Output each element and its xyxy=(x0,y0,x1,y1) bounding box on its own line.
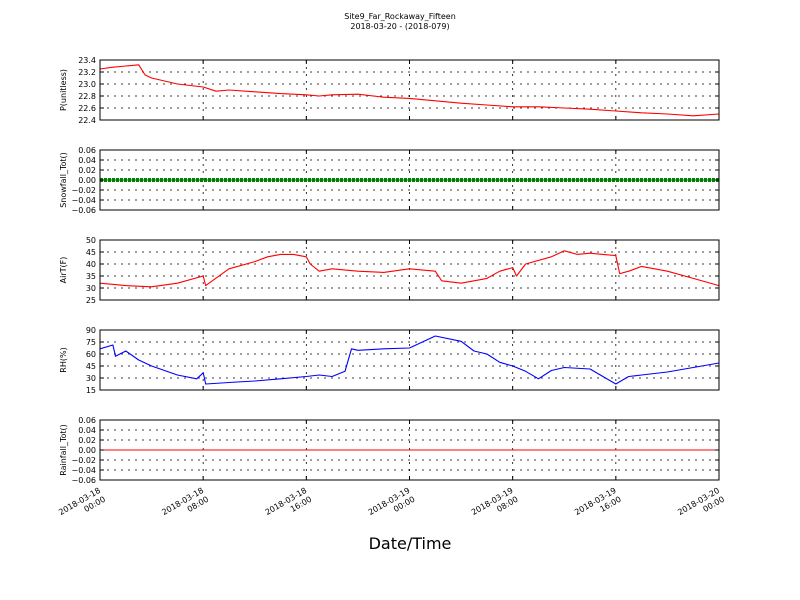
x-tick-label: 2018-03-1808:00 xyxy=(160,486,210,526)
panel3-ytick-label: 45 xyxy=(86,248,96,257)
panel1-series-line xyxy=(99,64,720,117)
panel4-series-line xyxy=(99,335,720,385)
panel2-y-axis-label: Snowfall_Tot() xyxy=(59,152,68,208)
panel4-ytick-label: 15 xyxy=(86,386,96,395)
panel3-ytick-label: 40 xyxy=(86,260,96,269)
panel1-ytick-label: 22.4 xyxy=(78,116,96,125)
panel5-y-axis-label: Rainfall_Tot() xyxy=(59,424,68,476)
panel1-ytick-label: 23.2 xyxy=(78,68,96,77)
chart-subtitle: 2018-03-20 - (2018-079) xyxy=(350,22,450,31)
panel2-ytick-label: −0.04 xyxy=(71,196,96,205)
x-tick-label: 2018-03-1908:00 xyxy=(470,486,520,526)
panel5-ytick-label: −0.02 xyxy=(71,456,96,465)
panel5-ytick-label: −0.06 xyxy=(71,476,96,485)
panel3-ytick-label: 35 xyxy=(86,272,96,281)
panel4-ytick-label: 30 xyxy=(86,374,96,383)
panel5-ytick-label: 0.04 xyxy=(78,426,96,435)
panel3-y-axis-label: AirT(F) xyxy=(59,257,68,284)
x-tick-label: 2018-03-1916:00 xyxy=(573,486,623,526)
panel2-ytick-label: 0.00 xyxy=(78,176,96,185)
panel2-ytick-label: −0.02 xyxy=(71,186,96,195)
panel2-ytick-label: 0.06 xyxy=(78,146,96,155)
panel4-ytick-label: 45 xyxy=(86,362,96,371)
x-tick-label: 2018-03-1900:00 xyxy=(367,486,417,526)
panel2-ytick-label: 0.02 xyxy=(78,166,96,175)
panel5-ytick-label: 0.06 xyxy=(78,416,96,425)
x-tick-label: 2018-03-1816:00 xyxy=(264,486,314,526)
panel4-ytick-label: 60 xyxy=(86,350,96,359)
panel1-y-axis-label: P(unitless) xyxy=(59,69,68,111)
panel2-ytick-label: 0.04 xyxy=(78,156,96,165)
panel4-ytick-label: 75 xyxy=(86,338,96,347)
panel3-series-line xyxy=(99,250,720,288)
panel5-ytick-label: 0.02 xyxy=(78,436,96,445)
x-tick-label: 2018-03-2000:00 xyxy=(676,486,726,526)
panel2-ytick-label: −0.06 xyxy=(71,206,96,215)
panel5-ytick-label: −0.04 xyxy=(71,466,96,475)
panel1-ytick-label: 22.6 xyxy=(78,104,96,113)
panel1-ytick-label: 23.0 xyxy=(78,80,96,89)
panel3-ytick-label: 50 xyxy=(86,236,96,245)
panel1-ytick-label: 23.4 xyxy=(78,56,96,65)
panel4-y-axis-label: RH(%) xyxy=(59,347,68,372)
panel3-ytick-label: 25 xyxy=(86,296,96,305)
panel1-ytick-label: 22.8 xyxy=(78,92,96,101)
x-tick-label: 2018-03-1800:00 xyxy=(57,486,107,526)
chart-title: Site9_Far_Rockaway_Fifteen xyxy=(344,12,456,21)
panel3-ytick-label: 30 xyxy=(86,284,96,293)
x-axis-label: Date/Time xyxy=(368,534,452,553)
panel5-ytick-label: 0.00 xyxy=(78,446,96,455)
panel4-ytick-label: 90 xyxy=(86,326,96,335)
